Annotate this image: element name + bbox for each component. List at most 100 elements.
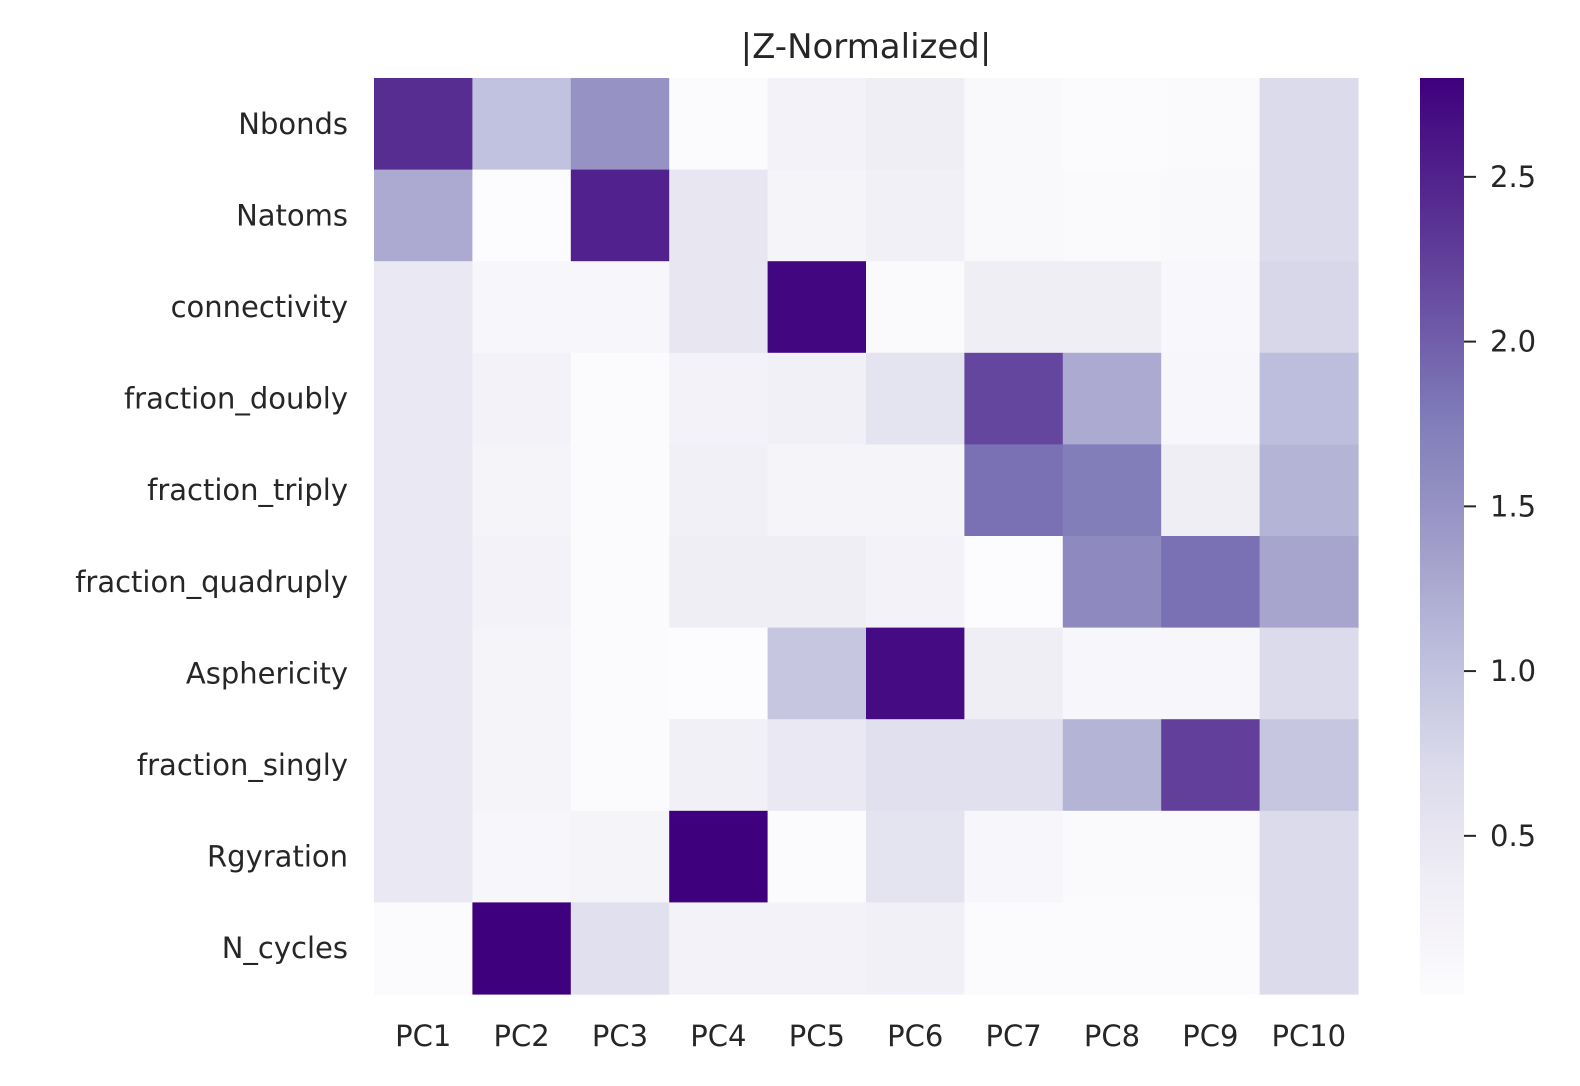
colorbar <box>1420 78 1464 994</box>
x-tick-label: PC5 <box>789 1019 845 1053</box>
colorbar-tick-label: 1.0 <box>1490 654 1536 688</box>
heatmap-cell-Asphericity-PC6 <box>866 627 965 720</box>
heatmap-cell-fraction_quadruply-PC7 <box>964 536 1064 629</box>
x-tick-label: PC1 <box>395 1019 451 1053</box>
x-tick-label: PC7 <box>986 1019 1042 1053</box>
heatmap-cell-Asphericity-PC5 <box>767 627 867 720</box>
x-tick-label: PC8 <box>1084 1019 1140 1053</box>
heatmap-cell-N_cycles-PC10 <box>1259 902 1359 995</box>
heatmap-cell-fraction_quadruply-PC8 <box>1062 536 1162 629</box>
heatmap-cell-Natoms-PC7 <box>964 169 1064 262</box>
y-tick-label: Asphericity <box>186 656 348 690</box>
heatmap-cell-fraction_doubly-PC10 <box>1259 352 1359 445</box>
heatmap-cell-Asphericity-PC9 <box>1161 627 1261 720</box>
heatmap-cell-Asphericity-PC1 <box>374 627 473 720</box>
heatmap-cell-Rgyration-PC4 <box>669 810 769 903</box>
heatmap-cell-fraction_singly-PC9 <box>1161 719 1261 812</box>
heatmap-cell-Natoms-PC8 <box>1062 169 1162 262</box>
heatmap-cells <box>374 78 1359 995</box>
heatmap-cell-connectivity-PC1 <box>374 261 473 354</box>
colorbar-tick-label: 2.0 <box>1490 325 1536 359</box>
heatmap-cell-N_cycles-PC6 <box>866 902 965 995</box>
y-tick-label: N_cycles <box>222 931 348 965</box>
heatmap-cell-fraction_triply-PC7 <box>964 444 1064 537</box>
chart-title: |Z-Normalized| <box>741 27 992 67</box>
y-tick-label: fraction_doubly <box>124 382 348 416</box>
heatmap-cell-N_cycles-PC5 <box>767 902 867 995</box>
heatmap-cell-Natoms-PC1 <box>374 169 473 262</box>
heatmap-cell-fraction_triply-PC6 <box>866 444 965 537</box>
heatmap-cell-fraction_doubly-PC1 <box>374 352 473 445</box>
heatmap-cell-N_cycles-PC1 <box>374 902 473 995</box>
heatmap-cell-connectivity-PC5 <box>767 261 867 354</box>
heatmap-cell-fraction_triply-PC8 <box>1062 444 1162 537</box>
heatmap-cell-Nbonds-PC2 <box>472 78 572 171</box>
heatmap-cell-fraction_singly-PC1 <box>374 719 473 812</box>
heatmap-cell-Natoms-PC2 <box>472 169 572 262</box>
heatmap-cell-fraction_doubly-PC6 <box>866 352 965 445</box>
heatmap-cell-N_cycles-PC4 <box>669 902 769 995</box>
x-tick-labels: PC1 PC2 PC3 PC4 PC5 PC6 PC7 PC8 PC9 PC10 <box>395 1019 1346 1053</box>
heatmap-cell-Asphericity-PC10 <box>1259 627 1359 720</box>
colorbar-tick-label: 1.5 <box>1490 489 1536 523</box>
heatmap-cell-fraction_triply-PC4 <box>669 444 769 537</box>
heatmap-cell-fraction_singly-PC2 <box>472 719 572 812</box>
heatmap-cell-Natoms-PC10 <box>1259 169 1359 262</box>
heatmap-cell-fraction_singly-PC7 <box>964 719 1064 812</box>
heatmap-cell-Rgyration-PC8 <box>1062 810 1162 903</box>
heatmap-cell-fraction_doubly-PC8 <box>1062 352 1162 445</box>
heatmap-cell-N_cycles-PC2 <box>472 902 572 995</box>
y-tick-label: fraction_quadruply <box>75 565 348 599</box>
heatmap-cell-Asphericity-PC7 <box>964 627 1064 720</box>
heatmap-cell-fraction_quadruply-PC3 <box>570 536 670 629</box>
heatmap-cell-Nbonds-PC3 <box>570 78 670 171</box>
heatmap-cell-fraction_triply-PC1 <box>374 444 473 537</box>
heatmap-cell-Asphericity-PC4 <box>669 627 769 720</box>
heatmap-cell-fraction_singly-PC4 <box>669 719 769 812</box>
heatmap-cell-fraction_singly-PC6 <box>866 719 965 812</box>
heatmap-cell-fraction_quadruply-PC10 <box>1259 536 1359 629</box>
heatmap-cell-fraction_quadruply-PC6 <box>866 536 965 629</box>
heatmap-cell-fraction_triply-PC5 <box>767 444 867 537</box>
heatmap-cell-Rgyration-PC7 <box>964 810 1064 903</box>
heatmap-cell-fraction_doubly-PC5 <box>767 352 867 445</box>
y-tick-label: fraction_triply <box>147 473 348 507</box>
y-tick-label: fraction_singly <box>137 748 348 782</box>
heatmap-cell-Natoms-PC4 <box>669 169 769 262</box>
heatmap-cell-fraction_doubly-PC4 <box>669 352 769 445</box>
heatmap-cell-Rgyration-PC2 <box>472 810 572 903</box>
heatmap-cell-Rgyration-PC3 <box>570 810 670 903</box>
y-tick-label: Natoms <box>236 198 348 232</box>
heatmap-cell-Natoms-PC6 <box>866 169 965 262</box>
heatmap-cell-fraction_singly-PC3 <box>570 719 670 812</box>
heatmap-cell-connectivity-PC10 <box>1259 261 1359 354</box>
heatmap-cell-Asphericity-PC2 <box>472 627 572 720</box>
heatmap-cell-N_cycles-PC7 <box>964 902 1064 995</box>
heatmap-cell-fraction_singly-PC8 <box>1062 719 1162 812</box>
heatmap-cell-fraction_doubly-PC9 <box>1161 352 1261 445</box>
heatmap-cell-Natoms-PC9 <box>1161 169 1261 262</box>
heatmap-cell-fraction_triply-PC3 <box>570 444 670 537</box>
heatmap-cell-connectivity-PC4 <box>669 261 769 354</box>
x-tick-label: PC6 <box>887 1019 943 1053</box>
y-tick-label: Rgyration <box>207 840 348 874</box>
y-tick-labels: Nbonds Natoms connectivity fraction_doublyf… <box>75 107 348 965</box>
heatmap-cell-fraction_triply-PC9 <box>1161 444 1261 537</box>
y-tick-label: Nbonds <box>238 107 348 141</box>
heatmap-cell-Rgyration-PC9 <box>1161 810 1261 903</box>
heatmap-cell-fraction_quadruply-PC4 <box>669 536 769 629</box>
heatmap-cell-Nbonds-PC6 <box>866 78 965 171</box>
heatmap-cell-Nbonds-PC7 <box>964 78 1064 171</box>
heatmap-cell-fraction_quadruply-PC5 <box>767 536 867 629</box>
heatmap-cell-fraction_singly-PC5 <box>767 719 867 812</box>
heatmap-cell-Asphericity-PC3 <box>570 627 670 720</box>
colorbar-ticks: 0.5 1.0 1.5 2.0 2.5 <box>1464 160 1536 853</box>
x-tick-label: PC4 <box>690 1019 746 1053</box>
heatmap-cell-Asphericity-PC8 <box>1062 627 1162 720</box>
heatmap-cell-fraction_quadruply-PC9 <box>1161 536 1261 629</box>
heatmap-cell-N_cycles-PC9 <box>1161 902 1261 995</box>
heatmap-cell-connectivity-PC3 <box>570 261 670 354</box>
heatmap-cell-fraction_doubly-PC7 <box>964 352 1064 445</box>
heatmap-cell-fraction_singly-PC10 <box>1259 719 1359 812</box>
heatmap-cell-fraction_doubly-PC3 <box>570 352 670 445</box>
